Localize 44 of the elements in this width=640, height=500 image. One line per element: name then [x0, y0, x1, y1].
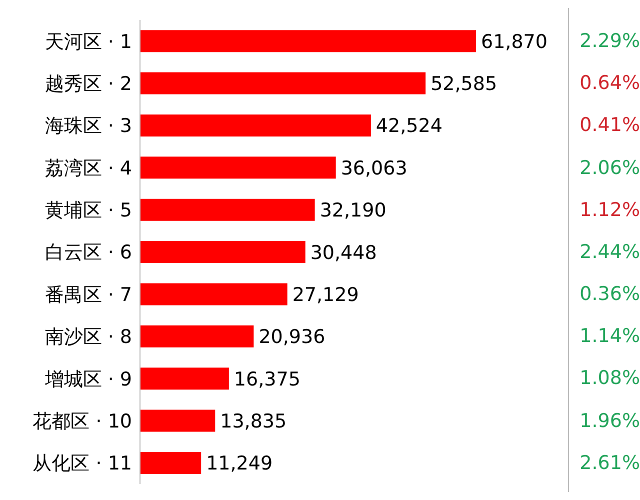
data-label: 1.14%	[578, 324, 640, 350]
bar	[140, 241, 306, 264]
data-label: 20,936	[258, 326, 326, 348]
data-label: 61,870	[481, 30, 548, 53]
data-label: 0.41%	[578, 113, 640, 138]
bar	[140, 114, 371, 136]
data-label: 42,524	[376, 115, 442, 138]
bar	[140, 368, 229, 390]
data-label: 2.29%	[578, 29, 640, 54]
y-tick-label: 南沙区 · 8	[44, 326, 132, 348]
y-tick-label: 越秀区 · 2	[44, 73, 132, 96]
y-tick-label: 海珠区 · 3	[44, 115, 132, 138]
y-tick-label: 天河区 · 1	[44, 30, 132, 53]
data-label: 32,190	[320, 200, 386, 222]
data-label: 16,375	[234, 368, 300, 390]
data-label: 11,249	[206, 452, 273, 475]
y-tick-label: 番禺区 · 7	[44, 284, 132, 306]
data-label: 0.64%	[578, 71, 640, 96]
bar	[140, 325, 254, 348]
bar	[140, 72, 426, 94]
data-label: 2.61%	[578, 450, 640, 476]
data-label: 30,448	[310, 242, 377, 264]
data-label: 52,585	[430, 73, 498, 96]
y-tick-label: 从化区 · 11	[32, 452, 132, 475]
bar	[140, 156, 336, 179]
data-label: 1.96%	[578, 408, 640, 434]
bar	[140, 30, 476, 52]
y-tick-label: 黄埔区 · 5	[44, 200, 132, 222]
bar	[140, 283, 288, 306]
y-tick-label: 增城区 · 9	[44, 368, 132, 390]
bar	[140, 198, 315, 221]
bar	[140, 410, 216, 432]
y-tick-label: 荔湾区 · 4	[44, 157, 132, 180]
data-label: 1.12%	[578, 198, 640, 223]
data-label: 1.08%	[578, 366, 640, 392]
bar	[140, 452, 202, 474]
data-label: 13,835	[220, 410, 287, 433]
data-label: 27,129	[292, 284, 359, 306]
data-label: 0.36%	[578, 282, 640, 308]
y-tick-label: 花都区 · 10	[32, 410, 132, 432]
y-tick-label: 白云区 · 6	[44, 242, 132, 264]
data-label: 2.44%	[578, 240, 640, 265]
data-label: 2.06%	[578, 156, 640, 181]
data-label: 36,063	[340, 157, 408, 180]
